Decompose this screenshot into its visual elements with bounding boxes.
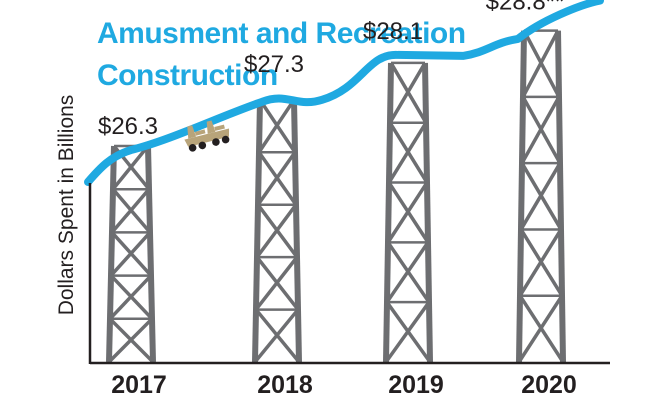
x-tick-label: 2019 [388,371,444,399]
data-label: $27.3 [244,51,304,78]
towers-layer [106,29,566,364]
support-tower [516,29,566,363]
roller-coaster-cart-icon [184,120,230,152]
y-axis-label: Dollars Spent in Billions [55,95,78,316]
x-tick-label: 2020 [521,371,577,399]
data-label: $28.1 [363,18,423,45]
data-label: $26.3 [98,113,158,140]
support-tower [106,144,156,364]
support-tower [252,98,302,364]
chart-title-line-1: Amusment and Recreation [97,17,466,50]
labels-layer: $26.3 $27.3 $28.1 $28.8** 2017 2018 2019 2020 [98,0,577,399]
data-label: $28.8** [486,0,565,16]
x-tick-label: 2018 [257,371,313,399]
support-tower [383,61,433,364]
series-line [84,0,604,186]
x-tick-label: 2017 [111,371,167,399]
chart-title-line-2: Construction [97,59,278,92]
